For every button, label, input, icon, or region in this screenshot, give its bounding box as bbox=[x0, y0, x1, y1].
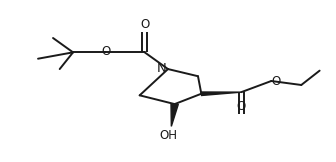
Text: N: N bbox=[157, 62, 167, 75]
Polygon shape bbox=[171, 104, 178, 126]
Text: OH: OH bbox=[159, 129, 177, 142]
Text: O: O bbox=[102, 45, 111, 58]
Text: O: O bbox=[237, 100, 246, 113]
Polygon shape bbox=[201, 92, 241, 95]
Text: O: O bbox=[140, 18, 149, 31]
Text: O: O bbox=[272, 75, 281, 88]
